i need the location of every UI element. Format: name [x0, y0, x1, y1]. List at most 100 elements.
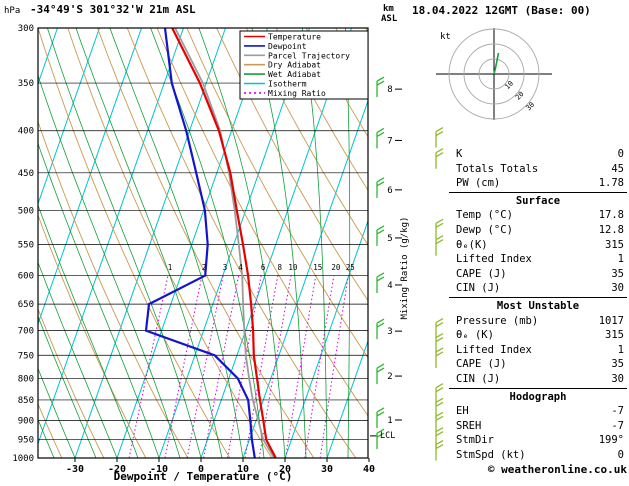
mixing-ratio-label: 20 [331, 263, 341, 272]
pressure-tick-label: 400 [18, 127, 34, 137]
row-label: Temp (°C) [456, 209, 513, 222]
hodograph-ring [448, 28, 540, 120]
isotherm-line [326, 339, 368, 458]
wind-barb [376, 428, 385, 450]
isotherm-line [284, 219, 368, 458]
dry-adiabat-line [275, 28, 368, 192]
table-row: Lifted Index 1 [449, 252, 627, 267]
isotherm-line [38, 28, 184, 446]
km-tick-label: 7 [387, 136, 392, 146]
wind-barb [435, 235, 444, 256]
wind-barb [376, 407, 385, 428]
wind-barb [376, 76, 385, 98]
row-label: CIN (J) [456, 282, 501, 295]
km-tick-label: 6 [387, 186, 392, 196]
pressure-tick-label: 850 [18, 396, 34, 406]
row-label: CAPE (J) [456, 267, 507, 280]
pressure-tick-label: 300 [18, 24, 34, 34]
pressure-tick-label: 1000 [12, 454, 34, 464]
table-row: Temp (°C) 17.8 [449, 208, 627, 223]
temp-tick-label: 10 [237, 464, 249, 475]
row-value: 17.8 [598, 209, 624, 222]
table-row: CIN (J) 30 [449, 281, 627, 296]
table-row: Totals Totals 45 [449, 162, 627, 177]
legend-item-label: Mixing Ratio [268, 89, 326, 98]
section-header: Hodograph [509, 390, 567, 403]
km-tick-label: 3 [387, 327, 392, 337]
plot-border [37, 27, 369, 459]
table-section: Surface Temp (°C) 17.8 Dewp (°C) 12.8 θₑ(K) 31… [449, 191, 627, 297]
row-value: 35 [611, 358, 624, 371]
row-value: 0 [617, 148, 624, 160]
legend-item-label: Wet Adiabat [268, 70, 321, 79]
isotherm-line [116, 28, 268, 458]
hodograph-ring [463, 43, 525, 105]
row-label: CIN (J) [456, 372, 501, 385]
alt-unit-asl-label: ASL [381, 14, 398, 24]
table-row: θₑ (K) 315 [449, 328, 627, 343]
mixing-ratio-label: 8 [277, 263, 282, 272]
row-label: θₑ(K) [456, 238, 488, 251]
mixing-ratio-line [285, 275, 317, 458]
mixing-ratio-label: 15 [313, 263, 322, 272]
chart-date: 18.04.2022 12GMT (Base: 00) [412, 4, 591, 17]
wind-barb [435, 148, 444, 169]
wet-adiabat-line [38, 74, 181, 458]
row-value: 45 [611, 162, 624, 175]
row-label: StmDir [456, 434, 494, 447]
dry-adiabat-line [38, 307, 105, 458]
dry-adiabat-line [245, 28, 368, 246]
mixing-ratio-label: 1 [168, 263, 173, 272]
mixing-ratio-line [319, 275, 349, 458]
table-row: EH -7 [449, 404, 627, 419]
legend-item-label: Dry Adiabat [268, 61, 321, 70]
km-tick-label: 2 [387, 372, 392, 382]
mixing-ratio-label: 10 [288, 263, 298, 272]
row-label: PW (cm) [456, 177, 501, 190]
copyright: © weatheronline.co.uk [487, 463, 627, 476]
temp-tick-label: -10 [150, 464, 168, 475]
table-row: SREH -7 [449, 419, 627, 434]
pressure-tick-label: 600 [18, 272, 34, 282]
wet-adiabat-line [38, 315, 97, 458]
temperature-curve [171, 27, 277, 459]
table-row: CAPE (J) 35 [449, 267, 627, 282]
wind-barb [376, 177, 385, 198]
pressure-tick-label: 800 [18, 374, 34, 384]
temp-tick-label: -20 [108, 464, 126, 475]
isotherm-line [38, 28, 100, 206]
row-value: -7 [611, 419, 624, 432]
wind-barb [435, 383, 444, 404]
mixing-ratio-label: 4 [238, 263, 243, 272]
table-row: Lifted Index 1 [449, 343, 627, 358]
pressure-tick-label: 350 [18, 79, 34, 89]
isotherm-line [200, 28, 352, 458]
mixing-ratio-label: 6 [261, 263, 266, 272]
row-value: 35 [611, 267, 624, 280]
row-label: Pressure (mb) [456, 314, 539, 327]
hodograph-ring-label: 30 [525, 101, 537, 113]
isotherm-line [74, 28, 226, 458]
temp-tick-label: 40 [363, 464, 375, 475]
pressure-tick-label: 500 [18, 206, 34, 216]
wind-barb [376, 127, 385, 149]
chart-graphics: 3003504004505005506006507007508008509009… [0, 24, 552, 475]
x-axis-label: Dewpoint / Temperature (°C) [114, 470, 293, 483]
wind-barb [376, 363, 385, 385]
pressure-tick-label: 750 [18, 351, 34, 361]
indices-table: K 0 Totals Totals 45 PW (cm) 1.78 Surface Temp … [449, 146, 627, 463]
table-row: PW (cm) 1.78 [449, 176, 627, 191]
pressure-tick-label: 650 [18, 300, 34, 310]
row-label: Lifted Index [456, 253, 532, 266]
table-section: Hodograph EH -7 SREH -7 StmDir 199° StmSpd (kt)… [449, 387, 627, 464]
wet-adiabat-line [38, 367, 76, 458]
wind-barb [435, 333, 444, 354]
row-label: EH [456, 405, 469, 418]
wet-adiabat-line [47, 28, 202, 458]
page-title: -34°49'S 301°32'W 21m ASL [30, 3, 196, 16]
row-label: K [456, 148, 463, 160]
dry-adiabat-line [38, 402, 63, 458]
pressure-tick-label: 950 [18, 436, 34, 446]
dry-adiabat-line [216, 28, 368, 302]
isotherm-line [0, 28, 16, 458]
